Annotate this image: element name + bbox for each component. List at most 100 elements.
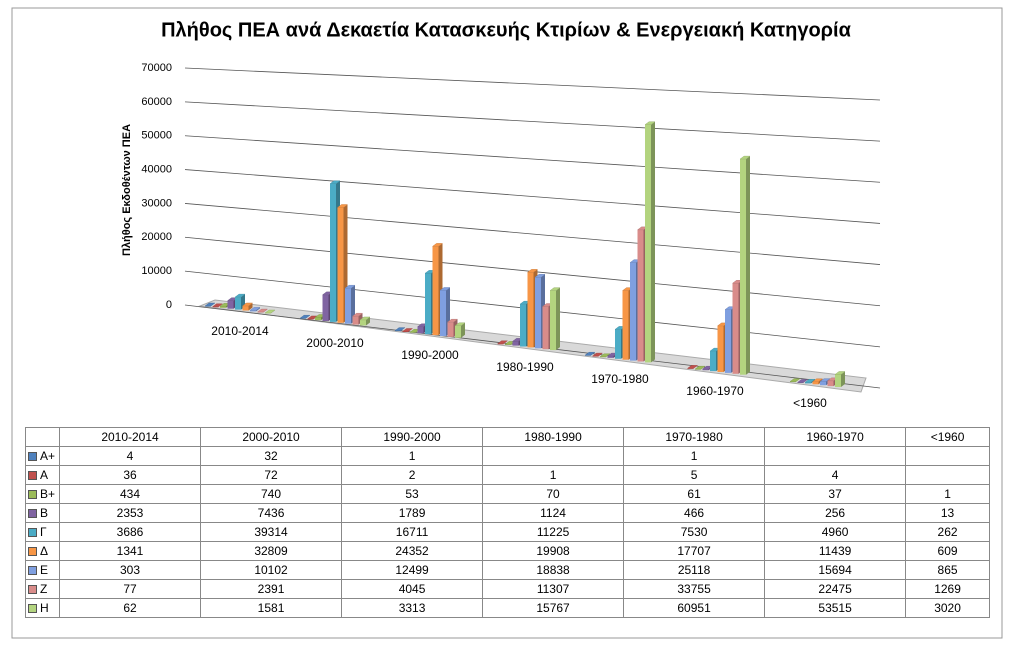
bar-front [520,304,526,347]
bar-side [366,316,370,326]
bar-top [439,287,451,291]
bar-front [725,309,731,373]
table-header: 1960-1970 [764,427,907,447]
bar [834,371,846,387]
bar-front [827,380,834,387]
bar-front [637,229,644,362]
bar-top [804,379,816,383]
y-tick-label: 0 [166,299,172,311]
bar [549,287,561,351]
y-tick-label: 30000 [141,197,172,209]
bar-front [812,381,819,385]
legend-label: Β+ [40,487,56,501]
bar-side [651,121,655,363]
table-header: 1990-2000 [341,427,484,447]
chart-title: Πλήθος ΠΕΑ ανά Δεκαετία Κατασκευής Κτιρί… [161,19,851,41]
table-cell: 7436 [200,503,343,523]
bar [644,121,656,363]
bar [401,328,414,332]
bar [204,302,216,307]
bar [241,302,254,311]
bar-top [431,243,444,247]
bar-front [550,290,556,351]
legend-swatch [28,509,37,519]
table-cell: 256 [764,503,907,523]
legend-label: Η [40,601,49,615]
bar-top [526,269,539,273]
table-cell: 1 [482,465,625,485]
table-cell: 62 [58,598,202,618]
legend-entry: Ε [25,560,60,580]
legend-entry: Α+ [25,446,60,466]
bar-front [732,283,739,374]
bar-top [549,287,561,291]
bar-front [592,356,599,357]
table-cell: 262 [905,522,990,542]
bar-top [264,309,276,314]
bar-front [307,318,314,320]
table-corner [25,427,60,447]
table-cell: 39314 [200,522,343,542]
y-tick-label: 50000 [141,130,172,142]
legend-entry: Α [25,465,60,485]
legend-label: Ζ [40,582,48,596]
legend-entry: Γ [25,522,60,542]
table-cell: 303 [58,560,202,580]
bar-front [205,305,211,307]
bar-front [535,277,541,349]
x-tick-label: 1990-2000 [401,348,459,362]
bar-front [410,332,416,333]
bar-front [212,306,219,308]
table-cell: 24352 [341,541,484,561]
x-tick-label: <1960 [793,396,827,410]
table-cell: 2391 [200,579,343,599]
bar-front [695,369,701,370]
table-cell: 10102 [200,560,343,580]
table-cell: 11439 [764,541,907,561]
bar-top [344,284,356,289]
legend-swatch [28,452,37,462]
bar-top [211,303,224,307]
bar-top [234,293,246,298]
bar-front [257,312,264,313]
table-cell [905,446,990,466]
bar [584,351,596,356]
bar [359,316,371,326]
bar-top [446,318,459,323]
table-cell: 4960 [764,522,907,542]
bar-top [241,302,254,307]
table-cell: 18838 [482,560,625,580]
legend-label: Β [40,506,49,520]
bar-front [402,331,409,332]
table-cell: 3686 [58,522,202,542]
legend-swatch [28,585,37,595]
table-cell: 53515 [764,598,907,618]
y-axis-label: Πλήθος Εκδοθέντων ΠΕΑ [121,124,133,256]
bar-front [227,300,234,309]
bar-front [527,272,534,348]
bar [599,353,611,358]
bar [344,284,356,324]
table-cell: 865 [905,560,990,580]
legend-swatch [28,566,37,576]
table-cell: 61 [623,484,766,504]
bar-front [797,382,804,383]
table-cell: 17707 [623,541,766,561]
bar-front [242,305,249,311]
bar-side [248,302,253,311]
table-cell: 2353 [58,503,202,523]
bar-top [819,378,831,382]
bar-front [835,374,841,387]
y-tick-label: 10000 [141,265,172,277]
table-cell: 25118 [623,560,766,580]
x-tick-label: 1980-1990 [496,360,554,374]
legend-swatch [28,490,37,500]
table-cell: 13 [905,503,990,523]
table-cell: 4045 [341,579,484,599]
table-cell: 77 [58,579,202,599]
bar-front [440,290,446,336]
grid-line [184,135,881,183]
bar-front [425,273,431,335]
table-cell: 1 [341,446,484,466]
